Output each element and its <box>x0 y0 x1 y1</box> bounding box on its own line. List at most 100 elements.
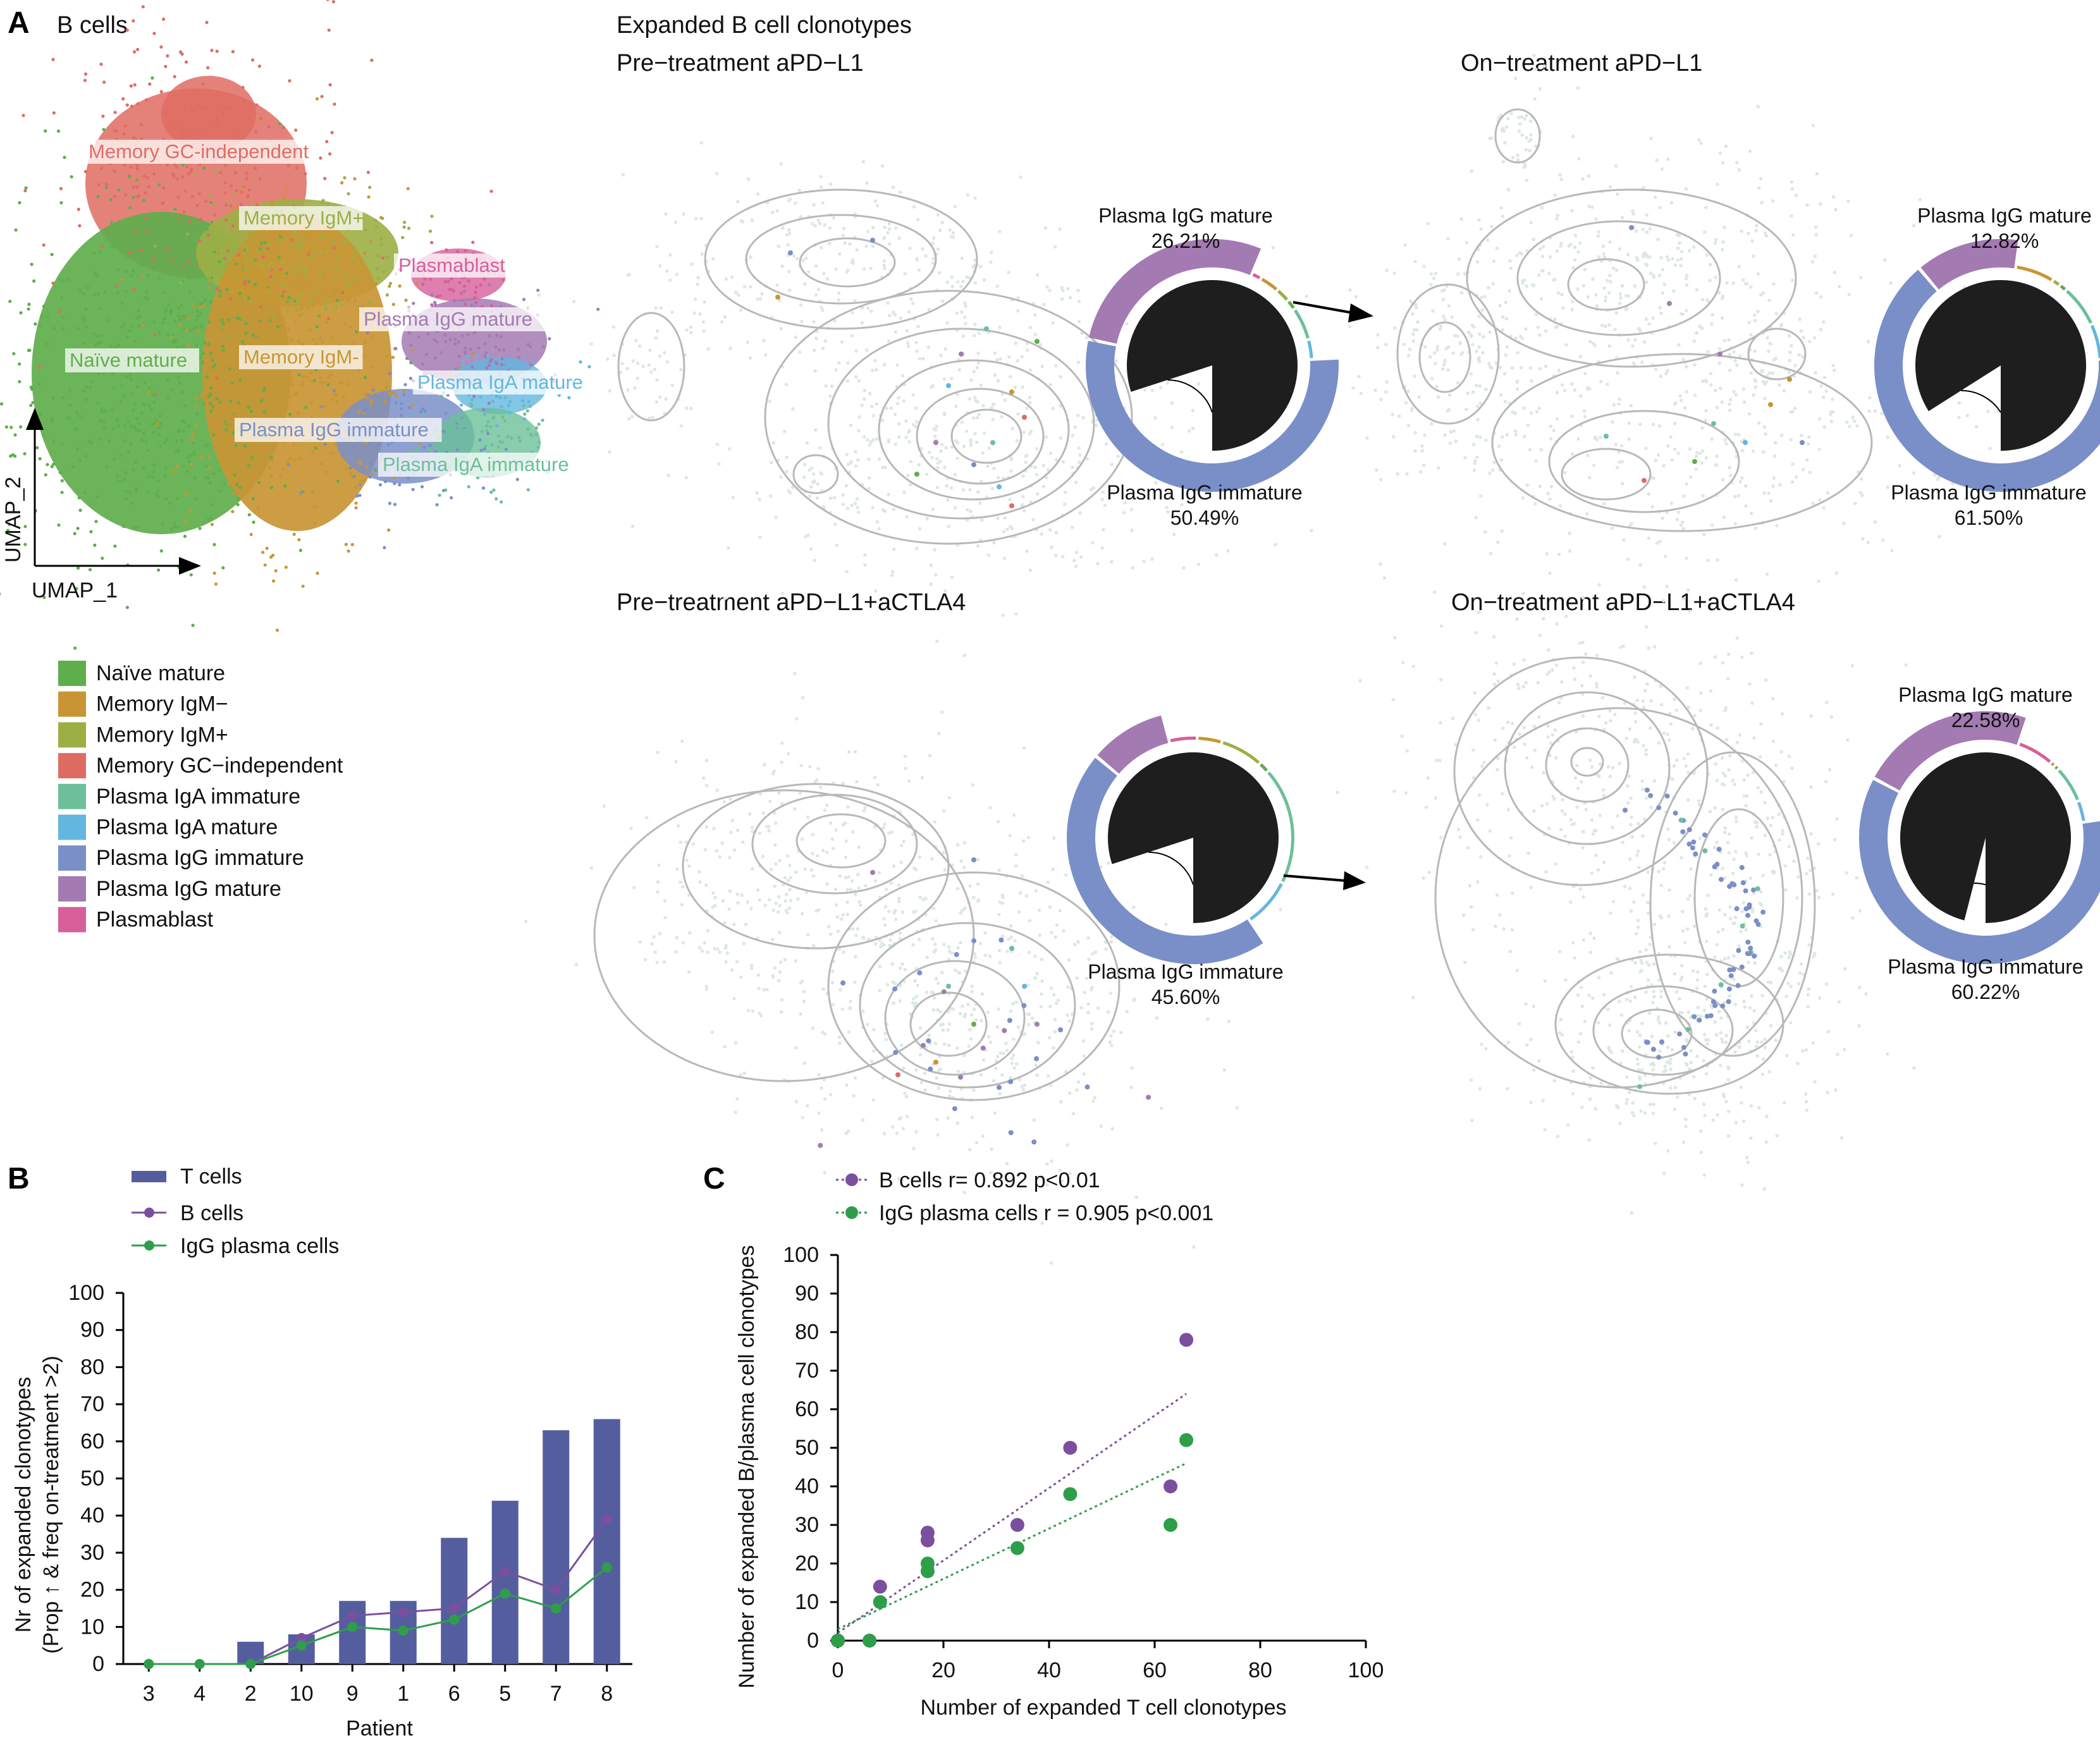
background-cell <box>651 415 655 419</box>
background-cell <box>854 955 857 958</box>
umap-point <box>246 256 250 260</box>
background-cell <box>973 259 977 262</box>
background-cell <box>1702 230 1707 234</box>
umap-point <box>230 184 233 188</box>
background-cell <box>1489 551 1493 556</box>
umap-cluster-memory-gc-independent <box>161 76 256 152</box>
background-cell <box>1636 258 1640 262</box>
umap-point <box>207 395 211 399</box>
umap-point <box>443 280 447 284</box>
umap-point <box>245 382 249 386</box>
background-cell <box>1648 255 1652 259</box>
background-cell <box>967 1044 971 1048</box>
umap-point <box>333 305 337 309</box>
background-cell <box>1206 1017 1210 1021</box>
background-cell <box>653 950 657 954</box>
background-cell <box>1426 776 1430 780</box>
background-cell <box>1576 437 1580 441</box>
background-cell <box>1753 319 1757 322</box>
background-cell <box>953 204 957 209</box>
background-cell <box>1392 789 1396 793</box>
background-cell <box>1067 958 1071 962</box>
background-cell <box>1532 809 1536 813</box>
background-cell <box>780 591 785 596</box>
umap-point <box>243 252 247 256</box>
umap-point <box>156 223 160 228</box>
umap-point <box>60 479 64 483</box>
umap-point <box>312 338 316 341</box>
umap-point <box>12 352 16 356</box>
umap-point <box>42 432 46 436</box>
background-cell <box>589 866 594 870</box>
background-cell <box>1697 802 1701 807</box>
umap-point <box>208 279 212 283</box>
umap-point <box>300 491 304 494</box>
background-cell <box>856 506 859 510</box>
background-cell <box>1537 715 1541 719</box>
background-cell <box>1698 451 1702 455</box>
background-cell <box>1050 545 1053 549</box>
umap-point <box>126 450 130 453</box>
umap-point <box>510 436 513 440</box>
umap-point <box>309 255 313 259</box>
background-cell <box>864 244 868 248</box>
umap-point <box>181 130 185 134</box>
umap-point <box>212 302 216 305</box>
background-cell <box>1480 308 1484 312</box>
umap-point <box>59 296 64 300</box>
background-cell <box>1002 1051 1005 1055</box>
umap-point <box>202 352 206 355</box>
background-cell <box>1569 817 1573 822</box>
umap-point <box>68 403 72 407</box>
umap-point <box>115 285 119 288</box>
background-cell <box>1085 336 1089 340</box>
background-cell <box>850 260 854 265</box>
background-cell <box>773 884 777 888</box>
background-cell <box>1779 324 1783 328</box>
background-cell <box>699 217 703 221</box>
umap-point <box>297 247 301 250</box>
background-cell <box>931 261 935 265</box>
expanded-clone-point <box>1711 421 1716 426</box>
background-cell <box>779 1010 783 1014</box>
umap-point <box>548 337 551 341</box>
background-cell <box>1644 446 1648 450</box>
background-cell <box>1783 951 1787 955</box>
umap-point <box>453 424 458 427</box>
background-cell <box>981 403 985 408</box>
umap-point <box>225 288 229 291</box>
background-cell <box>1074 480 1078 484</box>
background-cell <box>945 484 949 488</box>
umap-point <box>156 422 159 426</box>
background-cell <box>1045 1183 1049 1187</box>
umap-point <box>212 203 216 207</box>
background-cell <box>813 428 818 432</box>
umap-point <box>189 169 193 173</box>
background-cell <box>953 506 957 510</box>
umap-point <box>183 315 187 319</box>
umap-point <box>392 391 396 395</box>
umap-point <box>495 333 499 338</box>
umap-point <box>185 328 188 332</box>
umap-point <box>484 351 488 355</box>
background-cell <box>866 1022 869 1027</box>
background-cell <box>821 309 825 312</box>
expanded-clone-point <box>917 970 923 976</box>
background-cell <box>1568 531 1571 535</box>
background-cell <box>944 446 948 450</box>
umap-point <box>245 171 249 175</box>
background-cell <box>1630 835 1634 839</box>
umap-point <box>347 192 350 196</box>
contour <box>878 359 1070 501</box>
background-cell <box>1860 493 1864 498</box>
background-cell <box>1937 534 1941 539</box>
umap-point <box>52 111 56 115</box>
umap-point <box>430 214 434 218</box>
background-cell <box>1584 807 1588 812</box>
umap-point <box>221 113 225 116</box>
umap-point <box>132 526 136 530</box>
background-cell <box>1683 941 1687 945</box>
umap-point <box>298 493 302 497</box>
umap-point <box>199 217 202 221</box>
background-cell <box>739 975 743 979</box>
